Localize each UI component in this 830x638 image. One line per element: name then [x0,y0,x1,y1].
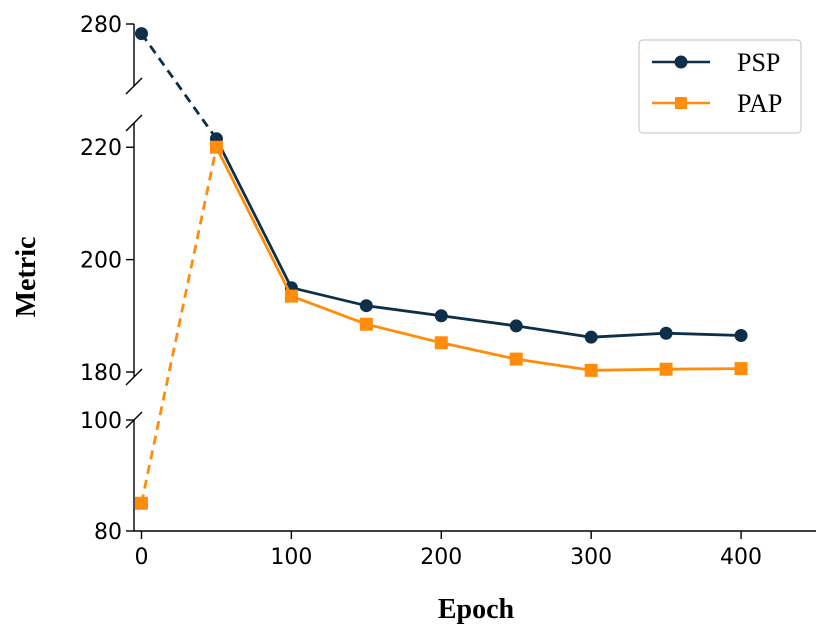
x-ticks: 0 100 200 300 400 [134,531,762,570]
series-pap [134,140,748,510]
data-point-psp [584,330,598,344]
data-point-psp [434,309,448,323]
y-axis-title: Metric [11,237,42,318]
series-line-dashed-pap [140,146,218,504]
data-point-pap [509,352,523,366]
series-line-psp [215,138,742,339]
data-point-pap [284,289,298,303]
data-point-psp [359,299,373,313]
data-point-psp [734,328,748,342]
legend-label-psp: PSP [737,48,780,77]
data-point-pap [359,317,373,331]
y-tick-label: 80 [94,520,122,545]
y-tick-label: 280 [80,13,122,38]
x-tick-label: 0 [134,545,148,570]
data-point-pap [434,336,448,350]
data-point-psp [509,319,523,333]
axis-break-mark [125,114,143,132]
legend: PSP PAP [638,39,802,134]
axes [125,24,816,532]
axis-break-mark [125,77,143,95]
data-point-pap [734,362,748,376]
x-tick-label: 400 [720,545,762,570]
x-tick-label: 300 [570,545,612,570]
y-tick-label: 100 [80,409,122,434]
series-line-pap [215,146,742,372]
legend-marker-pap [675,97,687,109]
data-point-psp [134,27,148,41]
series-psp [134,27,748,344]
data-point-pap [584,363,598,377]
axis-break-mark [125,368,143,386]
legend-marker-psp [674,55,688,69]
data-point-pap [659,362,673,376]
legend-label-pap: PAP [737,89,782,118]
data-point-psp [659,326,673,340]
data-point-pap [209,140,223,154]
y-tick-label: 220 [80,136,122,161]
y-tick-label: 200 [80,249,122,274]
series-layer [134,27,748,510]
x-tick-label: 200 [420,545,462,570]
series-line-dashed-psp [140,32,218,140]
y-ticks: 80 100 180 200 220 280 [80,13,134,545]
x-tick-label: 100 [270,545,312,570]
data-point-pap [134,496,148,510]
x-axis-title: Epoch [438,594,515,625]
y-tick-label: 180 [80,361,122,386]
